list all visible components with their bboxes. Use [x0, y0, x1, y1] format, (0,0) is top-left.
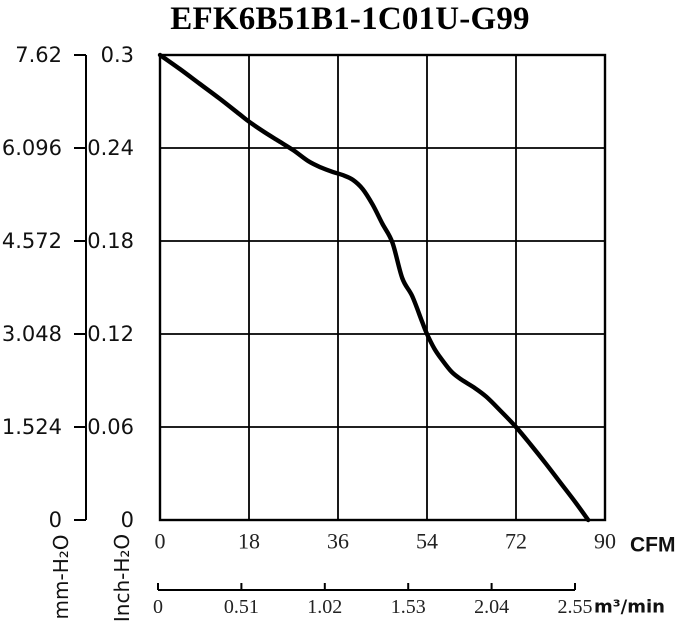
y-tick-mm: 4.572 — [2, 229, 62, 253]
x-tick-m3: 0 — [153, 596, 163, 618]
x-tick-cfm: 72 — [505, 529, 527, 554]
y-tick-inch: 0.06 — [87, 415, 134, 439]
x-tick-m3: 2.04 — [474, 596, 509, 618]
chart-title: EFK6B51B1-1C01U-G99 — [170, 1, 530, 37]
y-tick-mm: 0 — [49, 508, 62, 532]
y-tick-mm: 1.524 — [2, 415, 62, 439]
pressure-curve — [157, 52, 591, 523]
y-axis-label-mm: mm-H₂O — [49, 535, 73, 620]
x-tick-cfm: 90 — [594, 529, 616, 554]
y-tick-inch: 0 — [121, 508, 134, 532]
x-tick-m3: 2.55 — [558, 596, 593, 618]
y-tick-mm: 6.096 — [2, 136, 62, 160]
y-tick-inch: 0.3 — [101, 43, 134, 67]
y-tick-mm: 7.62 — [15, 43, 62, 67]
y-tick-inch: 0.18 — [87, 229, 134, 253]
x-tick-cfm: 54 — [416, 529, 438, 554]
axes — [74, 54, 576, 591]
y-tick-inch: 0.24 — [87, 136, 134, 160]
y-tick-mm: 3.048 — [2, 322, 62, 346]
y-tick-inch: 0.12 — [87, 322, 134, 346]
x-tick-m3: 1.53 — [391, 596, 426, 618]
x-tick-m3: 1.02 — [307, 596, 342, 618]
x-tick-cfm: 18 — [238, 529, 260, 554]
x-tick-cfm: 36 — [327, 529, 349, 554]
y-axis-label-inch: Inch-H₂O — [110, 534, 134, 622]
x-axis-unit-m3: m³/min — [594, 597, 665, 618]
tick-labels: 7.62 6.096 4.572 3.048 1.524 0 0.3 0.24 0.18 0.12… — [2, 43, 616, 618]
grid — [158, 53, 607, 522]
x-tick-m3: 0.51 — [224, 596, 259, 618]
x-axis-unit-cfm: CFM — [630, 534, 676, 557]
x-tick-cfm: 0 — [155, 529, 166, 554]
